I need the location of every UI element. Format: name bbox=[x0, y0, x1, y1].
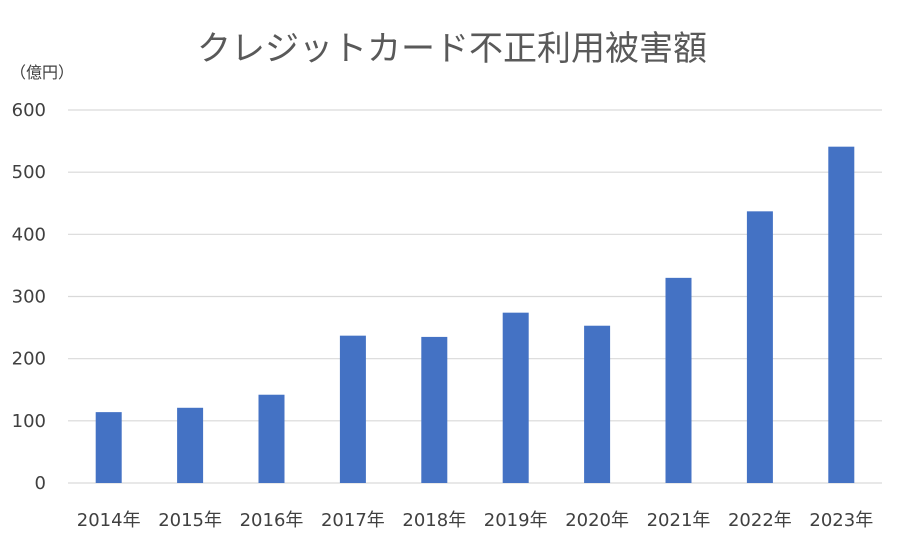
bar-2019年 bbox=[502, 312, 529, 483]
chart-title: クレジットカード不正利用被害額 bbox=[197, 29, 707, 69]
x-tick-label: 2017年 bbox=[321, 510, 385, 531]
bar-2023年 bbox=[828, 146, 855, 483]
bar-2018年 bbox=[421, 336, 448, 483]
x-tick-label: 2014年 bbox=[77, 510, 141, 531]
bar-2021年 bbox=[665, 277, 692, 483]
y-tick-label: 500 bbox=[12, 162, 46, 183]
y-axis-unit-label: （億円） bbox=[10, 63, 74, 82]
x-tick-label: 2016年 bbox=[240, 510, 304, 531]
y-tick-label: 0 bbox=[35, 473, 46, 494]
gridlines bbox=[68, 109, 882, 484]
x-tick-label: 2018年 bbox=[402, 510, 466, 531]
y-tick-label: 600 bbox=[12, 100, 46, 121]
bars bbox=[95, 146, 855, 483]
x-tick-label: 2015年 bbox=[158, 510, 222, 531]
x-tick-label: 2020年 bbox=[565, 510, 629, 531]
bar-2020年 bbox=[584, 325, 611, 483]
y-tick-label: 300 bbox=[12, 287, 46, 308]
bar-2017年 bbox=[339, 335, 366, 483]
x-tick-label: 2021年 bbox=[647, 510, 711, 531]
bar-2015年 bbox=[177, 407, 204, 483]
y-tick-label: 200 bbox=[12, 349, 46, 370]
x-tick-label: 2023年 bbox=[809, 510, 873, 531]
bar-2016年 bbox=[258, 394, 285, 483]
x-tick-label: 2019年 bbox=[484, 510, 548, 531]
bar-2014年 bbox=[95, 412, 122, 483]
y-axis-ticks: 0 100 200 300 400 500 600 bbox=[12, 100, 46, 494]
x-axis-ticks: 2014年 2015年 2016年 2017年 2018年 2019年 2020年 2021年… bbox=[77, 510, 873, 531]
y-tick-label: 400 bbox=[12, 224, 46, 245]
bar-2022年 bbox=[746, 211, 773, 483]
x-tick-label: 2022年 bbox=[728, 510, 792, 531]
y-tick-label: 100 bbox=[12, 411, 46, 432]
